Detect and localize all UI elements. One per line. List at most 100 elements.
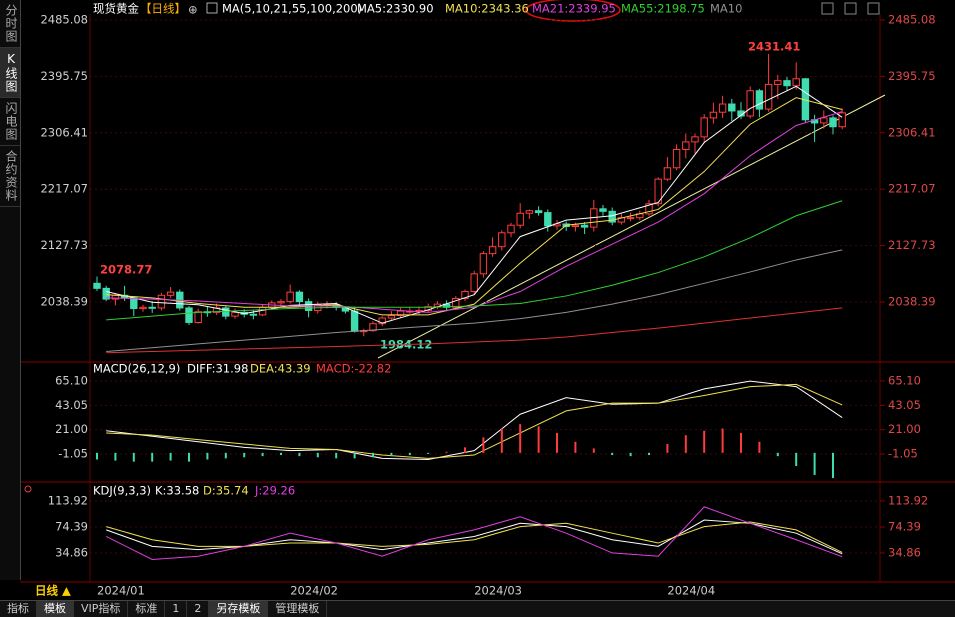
y-tick-label: 43.05	[888, 398, 921, 412]
y-tick-label: 113.92	[48, 494, 88, 508]
candle-body	[838, 112, 846, 128]
legend-entry: MA21:2339.95	[532, 2, 616, 16]
toolbar-tab[interactable]: 1	[165, 601, 188, 617]
add-icon[interactable]: ⊕	[188, 3, 198, 17]
histogram-bar	[666, 444, 669, 453]
histogram-bar	[261, 452, 264, 457]
candle-body	[700, 117, 708, 138]
histogram-bar	[500, 428, 503, 453]
y-tick-label: 2306.41	[888, 125, 936, 139]
histogram-bar	[335, 452, 338, 459]
candle-body	[470, 273, 478, 293]
toolbar: 指标 模板 VIP指标 标准 1 2 另存模板 管理模板	[0, 600, 955, 617]
toolbar-tab[interactable]: 标准	[128, 601, 166, 617]
candle-body	[792, 78, 800, 87]
histogram-bar	[224, 452, 227, 459]
candle-body	[350, 310, 359, 332]
legend-entry: DEA:43.39	[250, 362, 311, 376]
sidebar-tab[interactable]: 闪电图	[0, 98, 20, 146]
legend-entry: K:33.58	[155, 484, 199, 498]
histogram-bar	[832, 452, 834, 479]
y-tick-label: 74.39	[55, 520, 88, 534]
histogram-bar	[316, 452, 319, 458]
y-tick-label: -1.05	[58, 447, 88, 461]
indicator-line	[106, 111, 843, 313]
histogram-bar	[188, 452, 190, 462]
legend-entry: MA55:2198.75	[621, 2, 705, 16]
icon[interactable]	[24, 485, 32, 493]
sidebar: 分时图 K线图 闪电图 合约资料	[0, 0, 21, 580]
window-button[interactable]	[867, 2, 880, 15]
candle-body	[222, 307, 230, 317]
candle-body	[507, 224, 515, 234]
histogram-bar	[795, 452, 798, 467]
candle-body	[682, 141, 690, 150]
candle-body	[718, 103, 727, 113]
icon[interactable]	[206, 2, 218, 14]
candle-body	[746, 90, 754, 117]
candle-body	[608, 210, 616, 223]
candle-body	[461, 291, 469, 299]
y-tick-label: 74.39	[888, 520, 921, 534]
candle-body	[369, 323, 377, 332]
legend-entry: J:29.26	[254, 484, 295, 498]
candle-body	[709, 111, 718, 119]
legend-entry: MACD:-22.82	[316, 362, 391, 376]
x-tick-label: 2024/01	[97, 584, 145, 598]
highlight-ellipse	[525, 0, 621, 22]
candle-body	[599, 208, 607, 212]
period-switch[interactable]: 日线 ▲	[35, 584, 71, 598]
candle-body	[166, 291, 175, 296]
histogram-bar	[427, 452, 430, 454]
toolbar-tab[interactable]: 2	[187, 601, 210, 617]
toolbar-tab[interactable]: 模板	[37, 601, 74, 617]
histogram-bar	[574, 441, 577, 453]
sidebar-tab[interactable]: 合约资料	[0, 146, 20, 207]
candle-body	[286, 291, 294, 303]
indicator-line	[106, 521, 843, 553]
histogram-bar	[390, 452, 393, 457]
histogram-bar	[776, 452, 779, 457]
candle-body	[571, 224, 580, 227]
sidebar-tab[interactable]: K线图	[0, 48, 20, 98]
period[interactable]: 【日线】	[140, 2, 186, 16]
title: 现货黄金	[93, 2, 139, 16]
y-tick-label: 2217.07	[888, 182, 936, 196]
histogram-bar	[684, 435, 687, 453]
y-tick-label: 65.10	[55, 374, 88, 388]
histogram-bar	[243, 452, 246, 458]
candle-body	[654, 178, 662, 205]
histogram-bar	[408, 452, 411, 456]
histogram-bar	[298, 452, 301, 457]
window-button[interactable]	[844, 2, 857, 15]
x-tick-label: 2024/04	[667, 584, 715, 598]
histogram-bar	[629, 452, 632, 457]
legend-entry: MA5:2330.90	[357, 2, 434, 16]
indicator: MA(5,10,21,55,100,200)	[222, 2, 362, 16]
y-tick-label: 34.86	[55, 546, 88, 560]
candle-body	[774, 80, 782, 85]
candle-body	[102, 287, 110, 300]
window-button[interactable]	[821, 2, 834, 15]
candle-body	[525, 210, 534, 214]
candle-body	[534, 210, 543, 214]
y-tick-label: 113.92	[888, 494, 928, 508]
candle-body	[691, 136, 699, 143]
candle-body	[516, 212, 524, 226]
toolbar-tab[interactable]: 指标	[0, 601, 37, 617]
y-tick-label: 2127.73	[40, 238, 88, 252]
toolbar-tab[interactable]: 另存模板	[209, 601, 269, 617]
toolbar-tab[interactable]: VIP指标	[74, 601, 129, 617]
candle-body	[249, 313, 258, 316]
toolbar-tab[interactable]: 管理模板	[268, 601, 328, 617]
candle-body	[479, 253, 488, 275]
candle-body	[728, 103, 736, 112]
candle-body	[396, 310, 405, 317]
candle-body	[672, 148, 681, 169]
histogram-bar	[206, 452, 209, 460]
sidebar-tab[interactable]: 分时图	[0, 0, 20, 48]
indicator-line	[106, 383, 843, 459]
indicator-line	[106, 200, 843, 321]
histogram-bar	[482, 437, 485, 453]
